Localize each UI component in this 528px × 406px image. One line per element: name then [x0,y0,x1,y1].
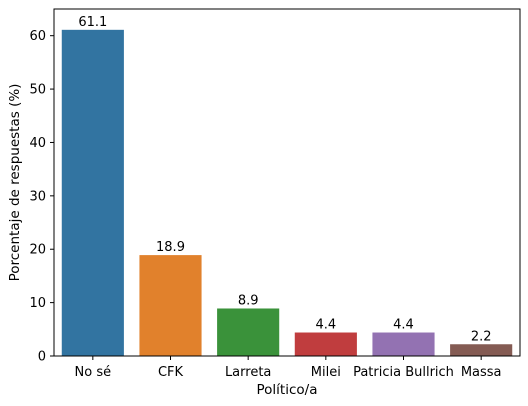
x-axis-ticks: No sé CFK Larreta Milei Patricia Bullrich Mas… [75,356,502,380]
x-tick-label: No sé [75,365,112,380]
y-tick-label: 30 [29,189,46,204]
y-tick-label: 60 [29,29,46,44]
y-tick-label: 50 [29,83,46,98]
y-tick-label: 20 [29,243,46,258]
x-tick-label: Milei [311,365,341,380]
bars [61,29,513,356]
bar-3 [294,332,357,356]
y-tick-label: 0 [38,350,46,365]
y-axis-label: Porcentaje de respuestas (%) [7,84,23,282]
bar-data-label: 18.9 [156,240,185,255]
bar-data-label: 4.4 [315,318,336,333]
x-tick-label: Massa [461,365,502,380]
bar-data-label: 2.2 [471,329,492,344]
bar-data-label: 8.9 [238,293,259,308]
x-axis-label: Político/a [257,382,318,398]
bar-data-label: 61.1 [78,15,107,30]
bar-0 [61,29,124,356]
bar-5 [450,344,513,356]
plot-area-frame [53,8,521,357]
y-axis-ticks: 0 10 20 30 40 50 60 [29,29,54,365]
bar-4 [372,332,435,356]
x-tick-label: Larreta [225,365,271,380]
bar-data-label: 4.4 [393,318,414,333]
bar-2 [217,308,280,356]
y-tick-label: 10 [29,296,46,311]
bar-1 [139,255,202,356]
bar-data-labels: 61.1 18.9 8.9 4.4 4.4 2.2 [78,15,491,344]
x-tick-label: CFK [158,365,184,380]
y-tick-label: 40 [29,136,46,151]
x-tick-label: Patricia Bullrich [353,365,454,380]
